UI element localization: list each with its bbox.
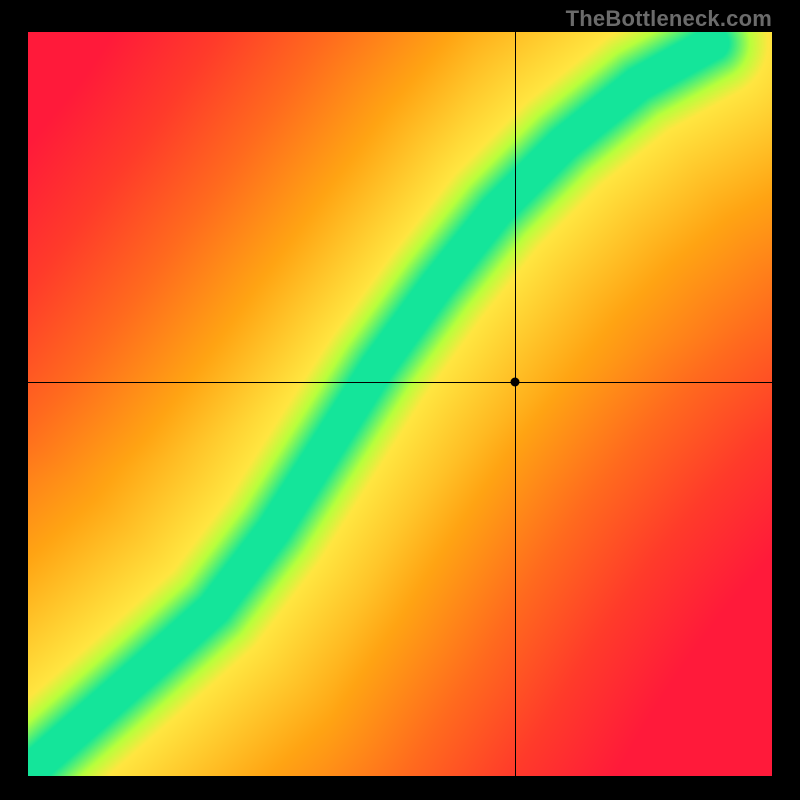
crosshair-marker — [511, 377, 520, 386]
crosshair-horizontal — [28, 382, 772, 383]
heatmap-canvas — [28, 32, 772, 776]
heatmap-plot — [28, 32, 772, 776]
watermark-text: TheBottleneck.com — [566, 6, 772, 32]
crosshair-vertical — [515, 32, 516, 776]
root: TheBottleneck.com — [0, 0, 800, 800]
